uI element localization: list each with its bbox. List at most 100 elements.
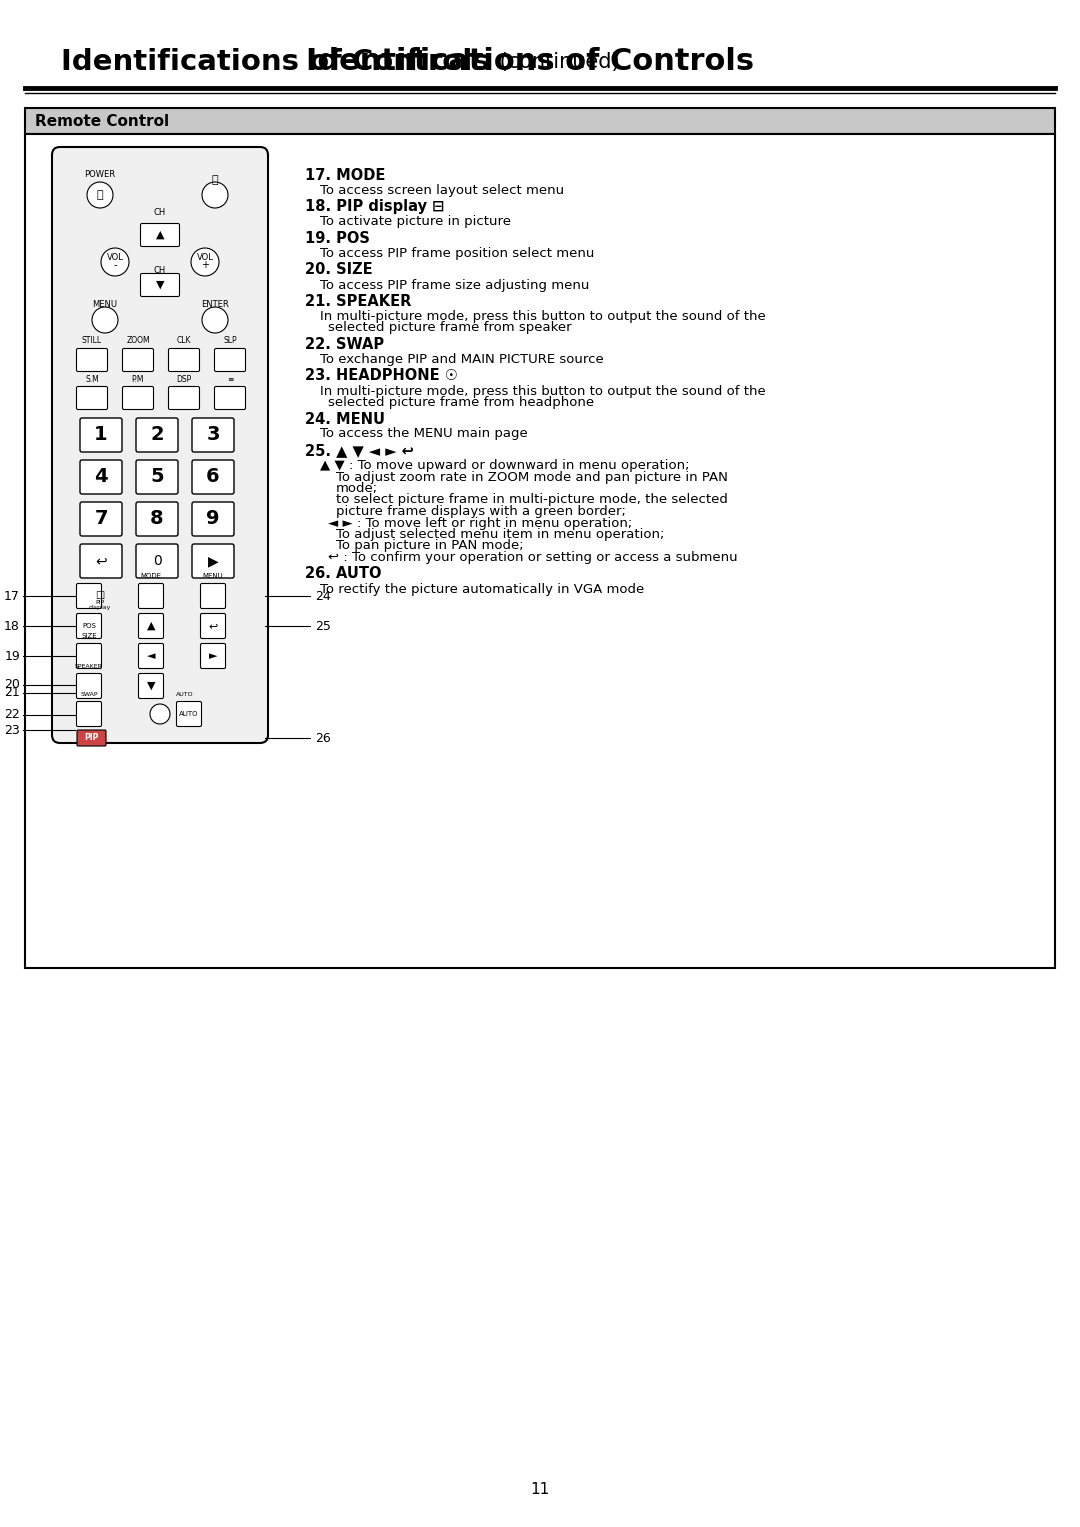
Text: PIP: PIP — [84, 733, 98, 742]
Text: AUTO: AUTO — [179, 712, 199, 718]
Text: 7: 7 — [94, 510, 108, 528]
Text: 18: 18 — [4, 620, 21, 632]
Text: 21. SPEAKER: 21. SPEAKER — [305, 295, 411, 308]
Text: POS: POS — [82, 623, 96, 629]
Text: ENTER: ENTER — [201, 299, 229, 308]
Text: 4: 4 — [94, 467, 108, 487]
Text: ▲: ▲ — [156, 231, 164, 240]
FancyBboxPatch shape — [215, 348, 245, 371]
Text: 2: 2 — [150, 426, 164, 444]
FancyBboxPatch shape — [80, 502, 122, 536]
Text: ↩ : To confirm your operation or setting or access a submenu: ↩ : To confirm your operation or setting… — [328, 551, 738, 563]
Text: ►: ► — [208, 651, 217, 661]
Text: 23: 23 — [4, 724, 21, 736]
FancyBboxPatch shape — [201, 583, 226, 608]
Text: To pan picture in PAN mode;: To pan picture in PAN mode; — [336, 539, 524, 553]
Text: 19: 19 — [4, 649, 21, 663]
Text: 25: 25 — [315, 620, 330, 632]
FancyBboxPatch shape — [136, 544, 178, 579]
FancyBboxPatch shape — [77, 701, 102, 727]
FancyBboxPatch shape — [168, 386, 200, 409]
Text: selected picture frame from speaker: selected picture frame from speaker — [328, 322, 571, 334]
FancyBboxPatch shape — [176, 701, 202, 727]
Circle shape — [92, 307, 118, 333]
Text: VOL: VOL — [197, 253, 214, 263]
Text: 23. HEADPHONE ☉: 23. HEADPHONE ☉ — [305, 368, 458, 383]
Text: MENU: MENU — [93, 299, 118, 308]
Text: ◄ ► : To move left or right in menu operation;: ◄ ► : To move left or right in menu oper… — [328, 516, 632, 530]
Text: SWAP: SWAP — [80, 692, 98, 696]
FancyBboxPatch shape — [192, 418, 234, 452]
Text: mode;: mode; — [336, 483, 378, 495]
Text: Identifications of Controls: Identifications of Controls — [62, 47, 490, 76]
FancyBboxPatch shape — [77, 348, 108, 371]
FancyBboxPatch shape — [25, 134, 1055, 968]
Text: Identifications of Controls (continued): Identifications of Controls (continued) — [1050, 61, 1077, 63]
Text: ZOOM: ZOOM — [126, 336, 150, 345]
Text: 26: 26 — [315, 731, 330, 745]
Circle shape — [202, 182, 228, 208]
FancyBboxPatch shape — [52, 147, 268, 744]
Text: 11: 11 — [530, 1483, 550, 1498]
Text: +: + — [201, 260, 210, 270]
Text: In multi-picture mode, press this button to output the sound of the: In multi-picture mode, press this button… — [320, 310, 766, 324]
Text: P.M: P.M — [132, 376, 145, 383]
FancyBboxPatch shape — [122, 386, 153, 409]
FancyBboxPatch shape — [77, 673, 102, 698]
Text: In multi-picture mode, press this button to output the sound of the: In multi-picture mode, press this button… — [320, 385, 766, 397]
Text: 17. MODE: 17. MODE — [305, 168, 386, 183]
FancyBboxPatch shape — [192, 544, 234, 579]
FancyBboxPatch shape — [140, 273, 179, 296]
Text: ↩: ↩ — [208, 621, 218, 631]
Text: ≡: ≡ — [227, 376, 233, 383]
Text: ▲: ▲ — [147, 621, 156, 631]
Text: to select picture frame in multi-picture mode, the selected: to select picture frame in multi-picture… — [336, 493, 728, 507]
Text: 8: 8 — [150, 510, 164, 528]
FancyBboxPatch shape — [80, 544, 122, 579]
Text: To exchange PIP and MAIN PICTURE source: To exchange PIP and MAIN PICTURE source — [320, 353, 604, 366]
Text: POWER: POWER — [84, 169, 116, 179]
Text: VOL: VOL — [107, 253, 123, 263]
Text: SPEAKER: SPEAKER — [76, 664, 103, 669]
Text: MENU: MENU — [203, 573, 224, 579]
Text: To access the MENU main page: To access the MENU main page — [320, 428, 528, 440]
Text: 24: 24 — [315, 589, 330, 603]
Text: 22: 22 — [4, 709, 21, 721]
Text: ▲ ▼ : To move upward or downward in menu operation;: ▲ ▼ : To move upward or downward in menu… — [320, 460, 689, 472]
FancyBboxPatch shape — [136, 418, 178, 452]
FancyBboxPatch shape — [192, 460, 234, 495]
Text: ▼: ▼ — [147, 681, 156, 692]
FancyBboxPatch shape — [138, 614, 163, 638]
Text: ◄: ◄ — [147, 651, 156, 661]
Circle shape — [202, 307, 228, 333]
Text: S.M: S.M — [85, 376, 99, 383]
FancyBboxPatch shape — [25, 108, 1055, 134]
Text: □: □ — [95, 589, 105, 600]
FancyBboxPatch shape — [80, 460, 122, 495]
Text: To adjust zoom rate in ZOOM mode and pan picture in PAN: To adjust zoom rate in ZOOM mode and pan… — [336, 470, 728, 484]
FancyBboxPatch shape — [80, 418, 122, 452]
Text: To activate picture in picture: To activate picture in picture — [320, 215, 511, 229]
FancyBboxPatch shape — [122, 348, 153, 371]
FancyBboxPatch shape — [138, 673, 163, 698]
Text: (continued): (continued) — [492, 52, 620, 72]
Text: CLK: CLK — [177, 336, 191, 345]
Text: 3: 3 — [206, 426, 219, 444]
FancyBboxPatch shape — [77, 730, 106, 747]
FancyBboxPatch shape — [140, 223, 179, 246]
Text: ⏻: ⏻ — [97, 189, 104, 200]
Text: 20: 20 — [4, 678, 21, 692]
Text: AUTO: AUTO — [176, 692, 193, 696]
Circle shape — [102, 247, 129, 276]
Circle shape — [150, 704, 170, 724]
Text: SIZE: SIZE — [81, 634, 97, 638]
FancyBboxPatch shape — [77, 614, 102, 638]
Text: -: - — [113, 260, 117, 270]
Text: 19. POS: 19. POS — [305, 231, 369, 246]
Text: To access screen layout select menu: To access screen layout select menu — [320, 183, 564, 197]
FancyBboxPatch shape — [201, 643, 226, 669]
Text: 5: 5 — [150, 467, 164, 487]
Text: ▶: ▶ — [207, 554, 218, 568]
Text: To rectify the picture automatically in VGA mode: To rectify the picture automatically in … — [320, 582, 645, 596]
Text: 20. SIZE: 20. SIZE — [305, 263, 373, 278]
